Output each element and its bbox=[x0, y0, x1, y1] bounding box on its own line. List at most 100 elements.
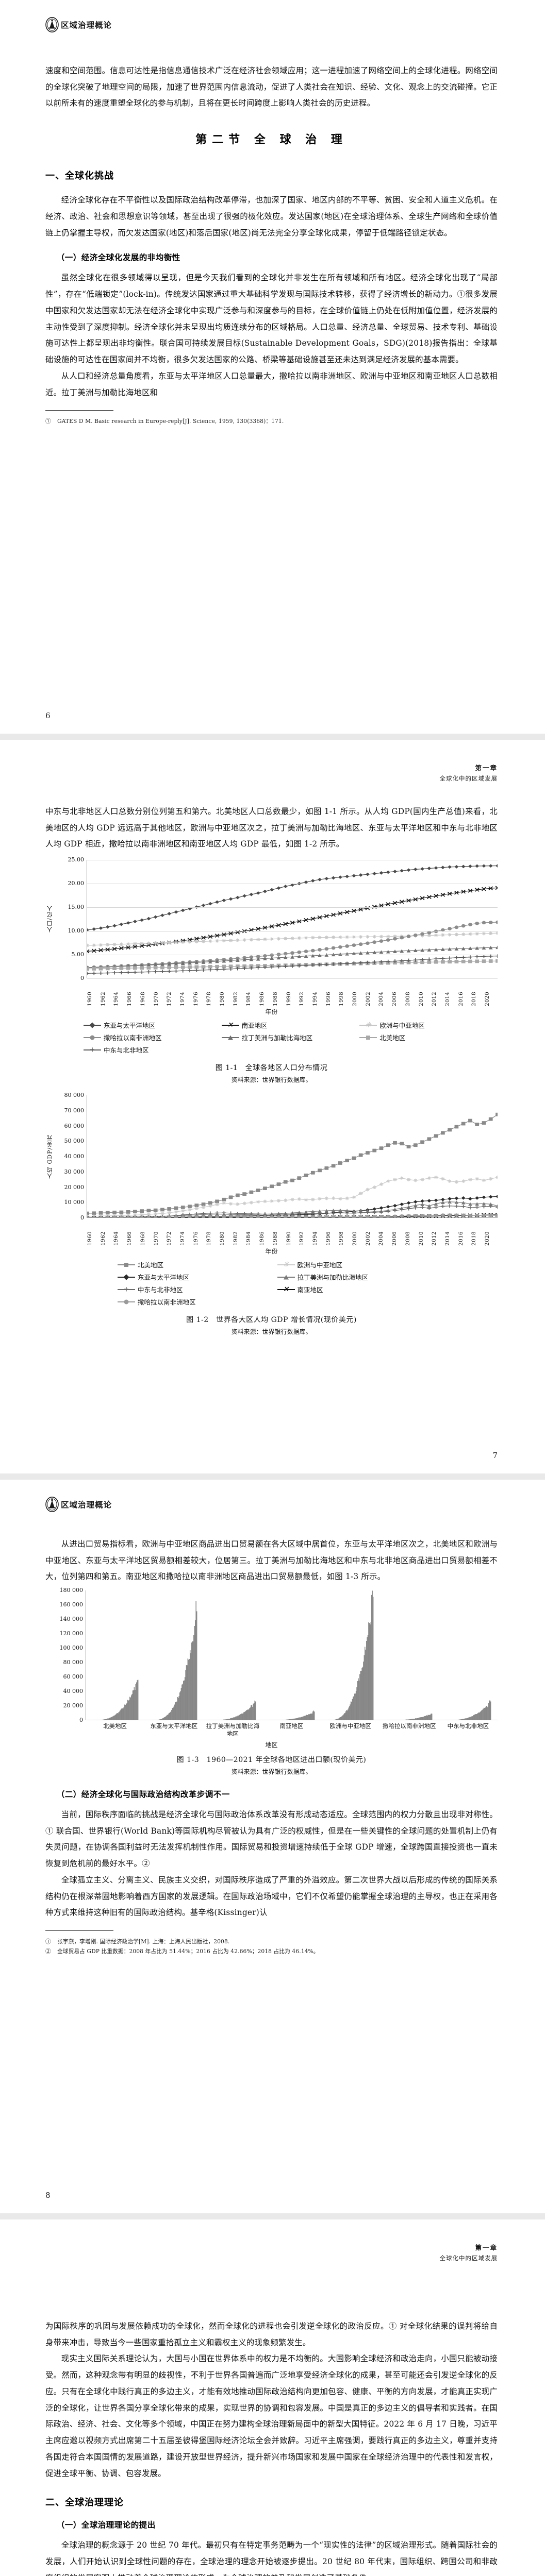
paragraph: 从进出口贸易指标看，欧洲与中亚地区商品进出口贸易额在各大区域中居首位，东亚与太平… bbox=[45, 1539, 498, 1582]
x-category-label: 北美地区 bbox=[103, 1722, 127, 1730]
series-撒哈拉以南非洲地区 bbox=[87, 1213, 498, 1218]
x-category-label: 东亚与太平洋地区 bbox=[150, 1722, 198, 1730]
x-tick: 1976 bbox=[192, 1231, 199, 1246]
figure-1-2: 人均 GDP/美元 80 000 70 000 60 000 50 000 40… bbox=[45, 1092, 498, 1336]
x-tick: 2018 bbox=[471, 992, 477, 1007]
x-tick: 1968 bbox=[139, 992, 146, 1007]
legend-swatch-x-icon: ✕ bbox=[221, 1022, 239, 1028]
page-separator bbox=[0, 2213, 545, 2219]
chart-legend: 东亚与太平洋地区 ✕ 南亚地区 ✳ 欧洲与中亚地区 撒哈拉以南非洲地区 拉丁美洲与加勒比海地… bbox=[45, 1020, 498, 1057]
footnote-marker: ② bbox=[45, 1947, 51, 1955]
legend-label: 北美地区 bbox=[379, 1034, 406, 1042]
x-tick: 1980 bbox=[219, 992, 226, 1007]
x-tick: 2016 bbox=[457, 992, 464, 1007]
x-tick: 1994 bbox=[311, 992, 318, 1007]
x-axis-ticks: 1960 1962 1964 1966 1968 1970 1972 1974 1976 1978… bbox=[87, 1219, 498, 1246]
legend-label: 中东与北非地区 bbox=[138, 1286, 183, 1294]
x-tick: 1974 bbox=[179, 1231, 186, 1246]
paragraph: 为国际秩序的巩固与发展依赖成功的全球化，然而全球化的进程也会引发逆全球化的政治反… bbox=[45, 2321, 498, 2347]
series-中东与北非地区 bbox=[87, 954, 498, 975]
x-tick: 2020 bbox=[484, 1231, 491, 1246]
x-tick: 2014 bbox=[444, 1231, 451, 1246]
bars-canvas bbox=[92, 1590, 491, 1721]
x-tick: 1986 bbox=[259, 992, 266, 1007]
x-tick: 2010 bbox=[418, 1231, 424, 1246]
heading-level-2: （二）经济全球化与国际政治结构改革步调不一 bbox=[56, 1789, 230, 1799]
page-separator bbox=[0, 734, 545, 740]
footnote: ① 张宇燕，李增刚. 国际经济政治学[M]. 上海：上海人民出版社，2008. bbox=[45, 1937, 498, 1947]
x-tick: 2000 bbox=[352, 992, 358, 1007]
legend-item: 撒哈拉以南非洲地区 bbox=[84, 1032, 222, 1042]
legend-swatch-triangle-icon bbox=[221, 1035, 239, 1041]
legend-label: 欧洲与中亚地区 bbox=[297, 1261, 343, 1269]
x-tick: 1970 bbox=[153, 992, 159, 1007]
x-tick: 2014 bbox=[444, 992, 451, 1007]
y-axis-label: 人口/亿人 bbox=[46, 905, 53, 933]
running-head-right: 第一章 全球化中的区域发展 bbox=[0, 2219, 545, 2263]
figure-caption: 图 1-3 1960—2021 年全球各地区进出口额(现价美元) bbox=[176, 1755, 367, 1764]
x-tick: 1964 bbox=[113, 1231, 120, 1246]
page-7: 第一章 全球化中的区域发展 中东与北非地区人口总数分别位列第五和第六。北美地区人… bbox=[0, 740, 545, 1473]
page-number: 7 bbox=[492, 1451, 498, 1460]
chapter-subtitle: 全球化中的区域发展 bbox=[439, 2254, 498, 2262]
x-tick: 2012 bbox=[431, 992, 438, 1007]
footnote-marker: ① bbox=[45, 1938, 51, 1945]
footnote-marker: ① bbox=[45, 418, 51, 425]
x-tick: 1988 bbox=[272, 992, 278, 1007]
legend-label: 东亚与太平洋地区 bbox=[138, 1274, 190, 1282]
figure-source: 资料来源：世界银行数据库。 bbox=[231, 1076, 312, 1084]
x-tick: 2016 bbox=[457, 1231, 464, 1246]
legend-label: 撒哈拉以南非洲地区 bbox=[138, 1298, 196, 1307]
running-title: 区域治理概论 bbox=[61, 20, 112, 30]
footnote: ② 全球贸易占 GDP 比重数据：2008 年占比为 51.44%；2016 占… bbox=[45, 1947, 498, 1957]
x-tick: 1990 bbox=[285, 1231, 292, 1246]
legend-label: 东亚与太平洋地区 bbox=[104, 1022, 156, 1030]
chapter-subtitle: 全球化中的区域发展 bbox=[439, 774, 498, 782]
x-tick: 2002 bbox=[365, 992, 371, 1007]
paragraph: 全球孤立主义、分离主义、民族主义交织，对国际秩序造成了严重的外溢效应。第二次世界… bbox=[45, 1875, 498, 1918]
legend-swatch-circle-icon bbox=[118, 1299, 135, 1305]
page-6-body: 速度和空间范围。信息可达性是指信息通信技术广泛在经济社会领域应用；这一进程加速了… bbox=[0, 27, 545, 427]
legend-swatch-star-icon: ✳ bbox=[277, 1261, 295, 1268]
x-tick: 2008 bbox=[404, 1231, 411, 1246]
x-tick: 1984 bbox=[245, 1231, 252, 1246]
x-tick: 1960 bbox=[87, 992, 93, 1007]
x-category-label: 欧洲与中亚地区 bbox=[329, 1722, 371, 1730]
x-tick: 1976 bbox=[192, 992, 199, 1007]
x-tick: 2004 bbox=[378, 992, 385, 1007]
legend-label: 中东与北非地区 bbox=[104, 1046, 149, 1055]
page-6: 区域治理概论 速度和空间范围。信息可达性是指信息通信技术广泛在经济社会领域应用；… bbox=[0, 0, 545, 734]
paragraph: 速度和空间范围。信息可达性是指信息通信技术广泛在经济社会领域应用；这一进程加速了… bbox=[45, 66, 498, 108]
bar-group-北美地区 bbox=[92, 1680, 139, 1721]
legend-item: 东亚与太平洋地区 bbox=[118, 1272, 277, 1282]
chart-legend: 北美地区 ✳ 欧洲与中亚地区 东亚与太平洋地区 拉丁美洲与加勒比海地区 + 中东与北非地区 ✕… bbox=[45, 1260, 498, 1309]
bar-group-南亚地区 bbox=[269, 1710, 315, 1721]
legend-item: 北美地区 bbox=[359, 1032, 498, 1042]
chart-1-2: 人均 GDP/美元 80 000 70 000 60 000 50 000 40… bbox=[45, 1092, 498, 1256]
x-axis-categories: 北美地区 东亚与太平洋地区 拉丁美洲与加勒比海地区 南亚地区 欧洲与中亚地区 撒哈拉以南非… bbox=[86, 1722, 498, 1737]
heading-level-2: （一）经济全球化发展的非均衡性 bbox=[56, 253, 180, 263]
x-tick: 2018 bbox=[471, 1231, 477, 1246]
legend-label: 欧洲与中亚地区 bbox=[379, 1022, 425, 1030]
legend-label: 北美地区 bbox=[138, 1261, 164, 1269]
paragraph: 虽然全球化在很多领域得以呈现，但是今天我们看到的全球化并非发生在所有领域和所有地… bbox=[45, 273, 498, 365]
legend-item: 撒哈拉以南非洲地区 bbox=[118, 1297, 277, 1307]
x-tick: 1982 bbox=[232, 1231, 239, 1246]
heading-level-1: 二、全球治理理论 bbox=[45, 2497, 124, 2509]
page-7-body: 中东与北非地区人口总数分别位列第五和第六。北美地区人口总数最少，如图 1-1 所… bbox=[0, 783, 545, 1336]
x-tick: 1984 bbox=[245, 992, 252, 1007]
seal-icon bbox=[45, 17, 59, 32]
chart-1-1: 人口/亿人 25.00 20.00 15.00 10.00 5.00 0 bbox=[45, 856, 498, 1016]
page-8: 区域治理概论 从进出口贸易指标看，欧洲与中亚地区商品进出口贸易额在各大区域中居首… bbox=[0, 1480, 545, 2213]
page-8-body: 从进出口贸易指标看，欧洲与中亚地区商品进出口贸易额在各大区域中居首位，东亚与太平… bbox=[0, 1506, 545, 1957]
legend-item: 拉丁美洲与加勒比海地区 bbox=[221, 1032, 360, 1042]
x-tick: 1964 bbox=[113, 992, 120, 1007]
x-tick: 2010 bbox=[418, 992, 424, 1007]
y-axis-ticks: 25.00 20.00 15.00 10.00 5.00 0 bbox=[68, 856, 85, 982]
x-tick: 1992 bbox=[299, 992, 305, 1007]
footnote-text: GATES D M. Basic research in Europe-repl… bbox=[57, 418, 284, 425]
x-tick: 1996 bbox=[325, 1231, 332, 1246]
page-number: 6 bbox=[45, 711, 51, 720]
running-head-left: 区域治理概论 bbox=[0, 1480, 545, 1512]
